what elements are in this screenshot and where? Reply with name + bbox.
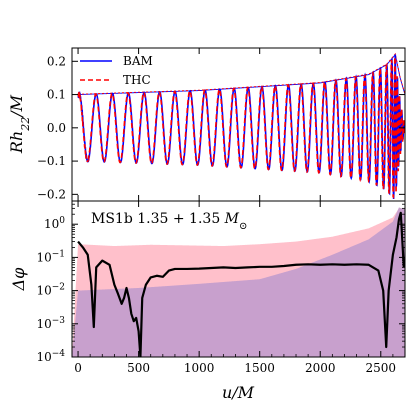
strain-y-tick-label: 0.1 [47,88,66,102]
annotation-sun: ⊙ [239,221,247,232]
bam-amplitude-envelope [78,53,405,96]
legend-thc-label: THC [123,73,151,87]
annotation-mass: M [224,211,240,227]
phase-y-tick-label: 100 [44,216,65,231]
legend-bam-label: BAM [123,54,153,68]
delta-phi-line [77,211,405,357]
strain-y-label-main: Rh [7,131,26,154]
strain-plot-area [77,52,405,200]
strain-y-axis: −0.2 −0.1 0.0 0.1 0.2 [37,48,405,201]
phase-x-tick-label: 500 [127,361,150,375]
strain-panel-frame [71,47,406,202]
system-annotation: MS1b 1.35 + 1.35 M⊙ [91,211,247,232]
phase-y-tick-label: 10−1 [36,249,65,264]
strain-y-axis-label: Rh22/M [7,94,32,154]
phase-x-tick-label: 1000 [184,361,215,375]
phase-x-tick-label: 1500 [244,361,275,375]
strain-y-tick-label: 0.0 [47,121,66,135]
strain-panel: −0.2 −0.1 0.0 0.1 0.2 Rh22/M BAM THC [7,47,406,202]
strain-y-label-tail: /M [7,94,26,118]
phase-plot-area [72,207,405,357]
error-band-purple [72,207,405,357]
strain-y-label-sub: 22 [19,117,32,132]
legend: BAM THC [80,54,153,87]
annotation-main: MS1b 1.35 + 1.35 [91,211,225,227]
x-axis-label: u/M [222,383,255,402]
strain-y-tick-label: 0.2 [47,54,66,68]
strain-y-tick-label: −0.1 [37,154,66,168]
phase-y-axis-label: Δφ [9,267,28,292]
phase-x-tick-label: 0 [74,361,82,375]
phase-x-tick-label: 2500 [366,361,397,375]
strain-y-tick-label: −0.2 [37,187,66,201]
phase-y-tick-label: 10−3 [36,316,65,331]
phase-y-tick-label: 10−2 [36,283,65,298]
phase-y-tick-label: 10−4 [36,349,65,364]
phase-x-tick-label: 2000 [305,361,336,375]
thc-amplitude-envelope [78,52,405,95]
phase-panel-frame [71,200,406,358]
thc-strain-line [77,56,405,199]
